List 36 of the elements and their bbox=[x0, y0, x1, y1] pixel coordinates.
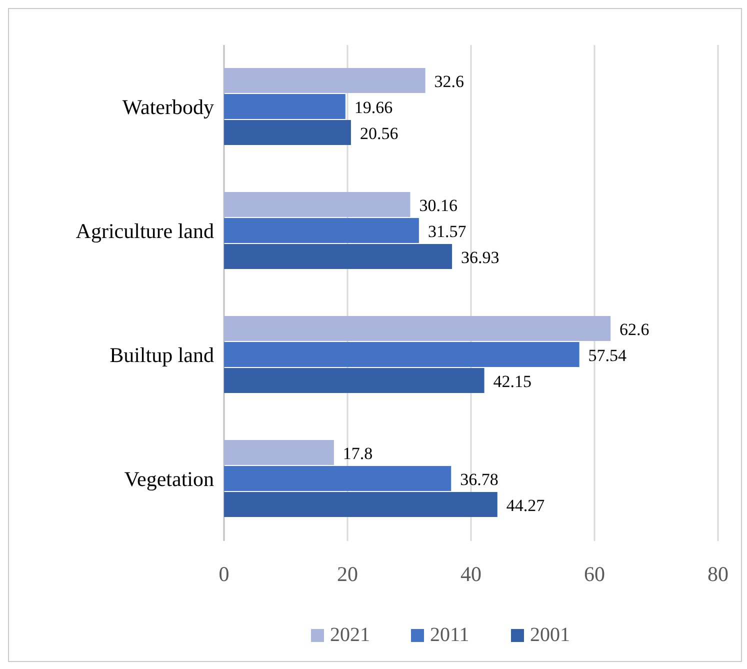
data-label: 42.15 bbox=[493, 372, 532, 391]
x-tick-label: 60 bbox=[584, 562, 605, 586]
data-label: 62.6 bbox=[620, 320, 650, 339]
data-label: 20.56 bbox=[360, 124, 398, 143]
bar bbox=[224, 244, 452, 269]
bar bbox=[224, 192, 410, 217]
legend-label: 2001 bbox=[530, 624, 570, 646]
y-tick-label: Builtup land bbox=[110, 343, 214, 367]
data-label: 57.54 bbox=[588, 346, 628, 365]
bar bbox=[224, 440, 334, 465]
bar bbox=[224, 342, 580, 367]
bar bbox=[224, 68, 426, 93]
bar bbox=[224, 120, 351, 145]
legend-label: 2021 bbox=[330, 624, 370, 646]
bar bbox=[224, 368, 484, 393]
x-tick-label: 0 bbox=[218, 562, 230, 586]
x-tick-label: 40 bbox=[460, 562, 482, 586]
bar bbox=[224, 316, 611, 341]
data-label: 17.8 bbox=[342, 444, 373, 463]
bar bbox=[224, 218, 419, 243]
y-tick-label: Waterbody bbox=[122, 95, 214, 119]
y-tick-label: Vegetation bbox=[124, 467, 214, 491]
x-tick-label: 20 bbox=[337, 562, 358, 586]
data-label: 19.66 bbox=[354, 98, 393, 117]
bar bbox=[224, 492, 498, 517]
data-label: 36.78 bbox=[460, 470, 498, 489]
bar bbox=[224, 94, 346, 119]
data-label: 31.57 bbox=[428, 222, 467, 241]
data-label: 32.6 bbox=[434, 72, 464, 91]
data-label: 36.93 bbox=[461, 248, 500, 267]
y-tick-label: Agriculture land bbox=[76, 219, 214, 243]
x-tick-label: 80 bbox=[708, 562, 728, 586]
legend-label: 2011 bbox=[430, 624, 470, 646]
data-label: 30.16 bbox=[419, 196, 458, 215]
bar bbox=[224, 466, 452, 491]
data-label: 44.27 bbox=[506, 496, 546, 515]
